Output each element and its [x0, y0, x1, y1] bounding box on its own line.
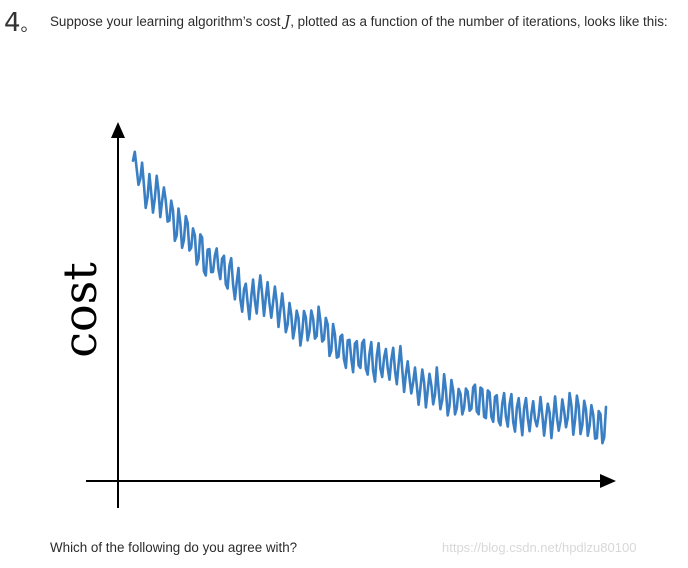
math-symbol-j: J [284, 12, 291, 30]
cost-curve-group [131, 150, 608, 445]
question-text: Suppose your learning algorithm’s cost J… [50, 10, 680, 33]
question-text-before: Suppose your learning algorithm’s cost [50, 14, 285, 29]
question-number-separator: 。 [20, 15, 39, 36]
question-text-after: , plotted as a function of the number of… [290, 14, 668, 29]
cost-curve-line [131, 150, 608, 445]
y-axis-label: cost [53, 262, 107, 358]
x-axis-arrow-icon [600, 474, 616, 488]
watermark: https://blog.csdn.net/hpdlzu80100 [442, 540, 637, 555]
question-number: 4。 [4, 8, 39, 41]
followup-question: Which of the following do you agree with… [50, 540, 298, 555]
y-axis-arrow-icon [111, 122, 125, 138]
question-number-digit: 4 [4, 8, 21, 38]
